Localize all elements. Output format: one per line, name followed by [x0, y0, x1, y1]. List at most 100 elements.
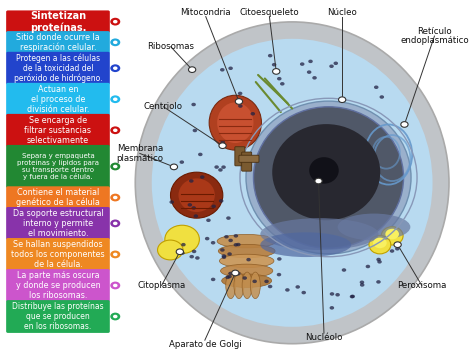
Ellipse shape: [135, 22, 449, 344]
Circle shape: [180, 160, 184, 164]
Ellipse shape: [337, 214, 410, 240]
Text: Nucléolo: Nucléolo: [305, 333, 343, 342]
Circle shape: [188, 203, 192, 207]
Circle shape: [220, 68, 225, 72]
FancyBboxPatch shape: [6, 238, 110, 271]
Ellipse shape: [171, 172, 223, 218]
Circle shape: [193, 214, 198, 218]
Ellipse shape: [309, 157, 339, 184]
Circle shape: [228, 239, 233, 242]
Circle shape: [360, 280, 364, 284]
Circle shape: [272, 63, 276, 66]
Circle shape: [113, 222, 118, 225]
FancyBboxPatch shape: [6, 10, 110, 33]
Text: Separa y empaqueta
proteínas y lípidos para
su transporte dentro
y fuera de la c: Separa y empaqueta proteínas y lípidos p…: [17, 153, 99, 180]
Circle shape: [273, 69, 280, 74]
Circle shape: [110, 251, 120, 258]
Circle shape: [110, 219, 120, 227]
FancyBboxPatch shape: [239, 155, 259, 162]
Circle shape: [246, 258, 251, 261]
Circle shape: [334, 61, 338, 65]
Circle shape: [219, 143, 226, 148]
Circle shape: [110, 64, 120, 72]
FancyBboxPatch shape: [6, 300, 110, 333]
Circle shape: [277, 77, 282, 81]
Circle shape: [110, 38, 120, 46]
Text: Citoplasma: Citoplasma: [137, 281, 186, 290]
Circle shape: [222, 256, 226, 259]
Circle shape: [191, 206, 196, 210]
Circle shape: [390, 249, 394, 253]
FancyBboxPatch shape: [235, 147, 245, 166]
Circle shape: [394, 242, 401, 247]
Ellipse shape: [222, 274, 272, 288]
Circle shape: [307, 70, 311, 74]
Circle shape: [225, 275, 230, 279]
Circle shape: [214, 165, 219, 169]
Circle shape: [335, 293, 340, 296]
Circle shape: [222, 254, 226, 258]
Circle shape: [342, 268, 346, 272]
Circle shape: [110, 18, 120, 26]
Circle shape: [211, 278, 215, 281]
Circle shape: [277, 273, 281, 277]
Circle shape: [113, 129, 118, 132]
Circle shape: [360, 283, 365, 287]
Circle shape: [234, 234, 238, 237]
Circle shape: [380, 95, 384, 99]
Circle shape: [236, 272, 241, 275]
Circle shape: [395, 247, 400, 251]
FancyBboxPatch shape: [6, 145, 110, 188]
FancyBboxPatch shape: [6, 31, 110, 54]
Circle shape: [365, 265, 370, 268]
Circle shape: [113, 284, 118, 287]
Circle shape: [264, 280, 269, 283]
Circle shape: [228, 252, 232, 256]
Circle shape: [181, 243, 186, 246]
Ellipse shape: [218, 244, 275, 258]
Ellipse shape: [209, 95, 262, 150]
Circle shape: [113, 196, 118, 199]
Circle shape: [238, 92, 242, 95]
Ellipse shape: [246, 101, 411, 254]
Ellipse shape: [254, 107, 403, 248]
Circle shape: [301, 291, 306, 294]
Text: Distribuye las proteínas
que se producen
en los ribosomas.: Distribuye las proteínas que se producen…: [12, 302, 104, 331]
Circle shape: [206, 219, 211, 222]
FancyBboxPatch shape: [6, 52, 110, 84]
Circle shape: [228, 272, 233, 275]
Circle shape: [226, 216, 231, 220]
Text: Citoesqueleto: Citoesqueleto: [239, 7, 299, 17]
Text: Ribosomas: Ribosomas: [147, 42, 194, 51]
Ellipse shape: [381, 226, 403, 245]
Circle shape: [374, 86, 379, 89]
Circle shape: [242, 276, 247, 280]
Circle shape: [376, 258, 381, 261]
Ellipse shape: [272, 124, 380, 220]
Ellipse shape: [242, 272, 252, 299]
Text: Contiene el material
genético de la célula: Contiene el material genético de la célu…: [16, 188, 100, 207]
Circle shape: [221, 165, 226, 169]
Circle shape: [191, 103, 196, 106]
FancyBboxPatch shape: [6, 269, 110, 302]
Circle shape: [308, 60, 313, 63]
Circle shape: [113, 98, 118, 101]
Circle shape: [189, 67, 196, 72]
Circle shape: [205, 237, 210, 240]
Circle shape: [220, 140, 225, 144]
Circle shape: [189, 179, 193, 183]
Circle shape: [224, 235, 229, 239]
Text: Sitio donde ocurre la
respiración celular.: Sitio donde ocurre la respiración celula…: [16, 33, 100, 52]
Text: Peroxisoma: Peroxisoma: [397, 281, 447, 290]
FancyBboxPatch shape: [242, 152, 252, 171]
Circle shape: [295, 285, 300, 289]
Circle shape: [200, 175, 205, 179]
Circle shape: [227, 275, 232, 278]
FancyBboxPatch shape: [6, 114, 110, 147]
Circle shape: [277, 257, 282, 261]
Circle shape: [190, 255, 194, 258]
Circle shape: [376, 280, 381, 284]
Ellipse shape: [157, 240, 183, 260]
Text: Sintetizan
proteínas.: Sintetizan proteínas.: [30, 11, 86, 33]
Ellipse shape: [219, 254, 274, 268]
